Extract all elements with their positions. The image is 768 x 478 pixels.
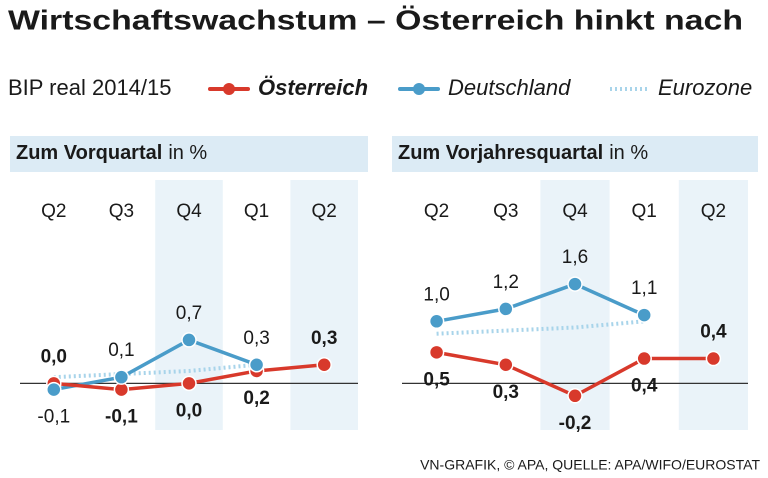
data-point [705, 350, 722, 367]
data-point [567, 276, 583, 292]
panel-subtitle: Zum Vorjahresquartal in % [398, 142, 648, 164]
data-label: 0,0 [41, 346, 67, 367]
data-point [498, 301, 514, 317]
category-label: Q2 [424, 201, 449, 222]
data-label: 0,4 [631, 376, 658, 397]
data-label: 0,4 [700, 322, 727, 343]
data-label: 1,6 [562, 247, 588, 268]
subtitle-bold: Zum Vorjahresquartal [398, 142, 603, 164]
data-label: 1,1 [631, 278, 657, 299]
subtitle-unit: in % [609, 142, 648, 164]
legend-label: BIP real 2014/15 [8, 75, 172, 100]
data-point [428, 313, 445, 330]
legend-dot [413, 83, 425, 95]
data-label: 0,3 [311, 328, 337, 349]
data-point [181, 375, 197, 392]
category-label: Q2 [41, 201, 66, 222]
data-label: 0,2 [243, 388, 269, 409]
column-stripe [678, 180, 748, 430]
category-label: Q4 [562, 201, 588, 222]
legend-entry: Österreich [258, 75, 368, 100]
data-label: 0,7 [176, 303, 202, 324]
data-label: 0,5 [423, 369, 450, 390]
subtitle-bold: Zum Vorquartal [16, 142, 162, 164]
category-label: Q2 [312, 201, 337, 222]
eurozone-line [53, 362, 257, 380]
category-label: Q2 [701, 201, 726, 222]
data-label: 0,1 [108, 340, 134, 361]
panel-subtitle: Zum Vorquartal in % [16, 142, 207, 164]
category-label: Q1 [632, 201, 657, 222]
panel-header [10, 136, 368, 172]
data-label: -0,1 [105, 407, 138, 428]
series-line [436, 282, 645, 324]
data-label: 0,3 [493, 382, 519, 403]
panel-header [392, 136, 758, 172]
category-label: Q1 [244, 201, 269, 222]
data-point [636, 350, 652, 367]
category-label: Q4 [176, 201, 202, 222]
data-label: -0,2 [559, 413, 592, 434]
data-point [316, 357, 332, 373]
source: VN-GRAFIK, © APA, QUELLE: APA/WIFO/EUROS… [420, 457, 760, 473]
data-point [498, 357, 514, 373]
data-point [181, 332, 197, 348]
column-stripe [290, 180, 358, 430]
legend-dot [223, 83, 235, 95]
data-point [567, 388, 583, 404]
data-point [248, 357, 265, 373]
data-label: 1,2 [493, 272, 519, 293]
legend-entry: Eurozone [658, 75, 752, 100]
legend-entry: Deutschland [448, 75, 571, 100]
data-label: -0,1 [37, 407, 70, 428]
subtitle-unit: in % [168, 142, 207, 164]
data-label: 1,0 [423, 284, 449, 305]
data-point [113, 369, 130, 385]
category-label: Q3 [109, 201, 134, 222]
category-label: Q3 [493, 201, 518, 222]
title: Wirtschaftswachstum – Österreich hinkt n… [8, 4, 743, 35]
data-point [46, 381, 62, 398]
data-label: 0,3 [243, 328, 269, 349]
data-label: 0,0 [176, 400, 202, 421]
data-point [428, 344, 445, 361]
series-line [53, 338, 258, 392]
data-point [636, 307, 652, 323]
